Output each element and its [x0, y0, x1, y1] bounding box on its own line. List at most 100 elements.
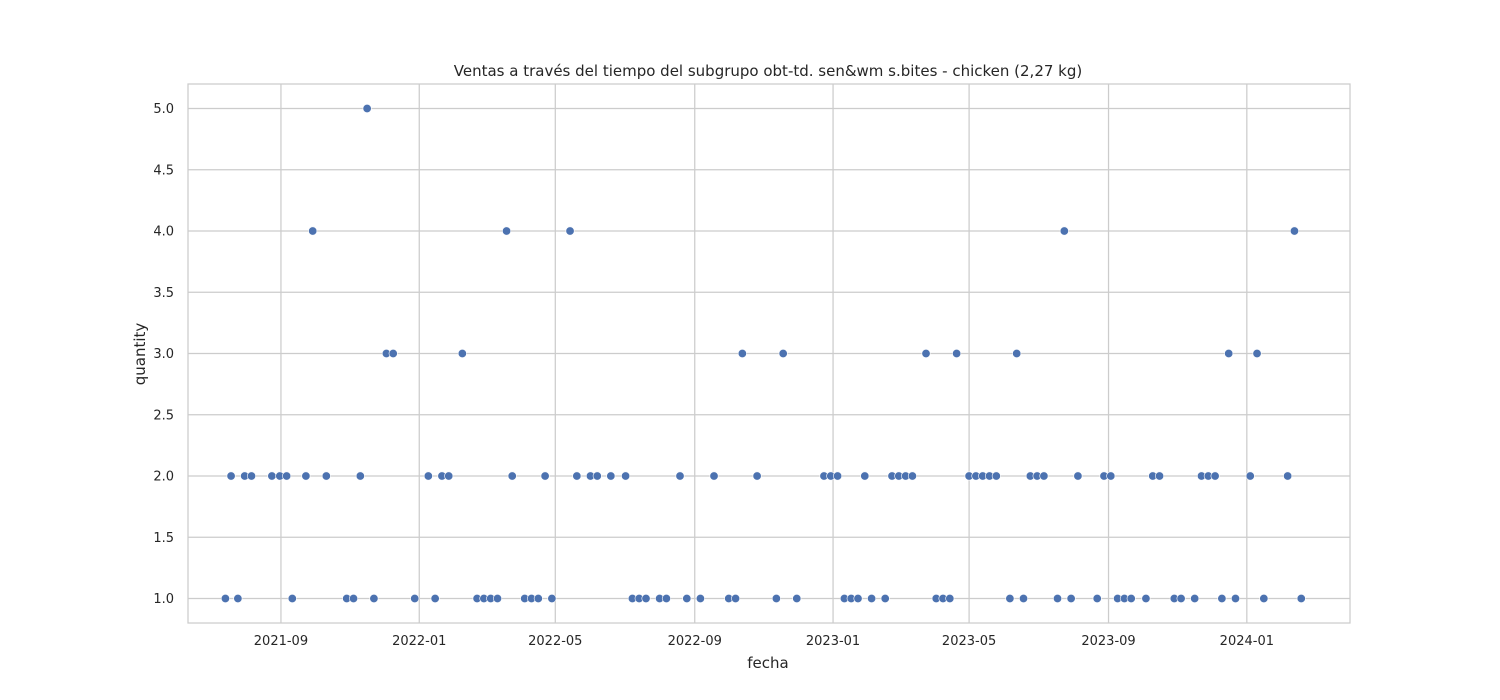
data-point [833, 471, 843, 481]
data-point [606, 471, 616, 481]
data-point [301, 471, 311, 481]
y-tick-label: 4.5 [153, 163, 174, 178]
y-tick-label: 2.5 [153, 408, 174, 423]
x-tick-label: 2022-09 [668, 634, 722, 649]
data-point [444, 471, 454, 481]
data-point [308, 226, 318, 236]
y-axis-label: quantity [131, 323, 149, 386]
data-point [349, 593, 359, 603]
data-point [907, 471, 917, 481]
x-axis-label: fecha [747, 654, 788, 672]
data-point [1289, 226, 1299, 236]
x-tick-label: 2024-01 [1220, 634, 1274, 649]
data-point [507, 471, 517, 481]
data-point [565, 226, 575, 236]
y-tick-label: 5.0 [153, 102, 174, 117]
data-point [355, 471, 365, 481]
data-point [853, 593, 863, 603]
data-point [860, 471, 870, 481]
data-point [1283, 471, 1293, 481]
data-point [709, 471, 719, 481]
data-point [945, 593, 955, 603]
data-point [321, 471, 331, 481]
y-tick-label: 3.5 [153, 286, 174, 301]
data-point [1259, 593, 1269, 603]
data-point [1053, 593, 1063, 603]
y-tick-label: 2.0 [153, 470, 174, 485]
data-point [226, 471, 236, 481]
data-point [752, 471, 762, 481]
x-tick-label: 2023-09 [1081, 634, 1135, 649]
data-point [1092, 593, 1102, 603]
data-point [1073, 471, 1083, 481]
data-point [1005, 593, 1015, 603]
data-point [492, 593, 502, 603]
data-point [1155, 471, 1165, 481]
y-tick-label: 1.0 [153, 592, 174, 607]
data-point [1210, 471, 1220, 481]
data-point [572, 471, 582, 481]
data-point [1224, 348, 1234, 358]
x-ticks: 2021-09 2022-01 2022-05 2022-09 2023-01 2023-… [254, 634, 1274, 649]
data-points [220, 104, 1306, 603]
data-point [778, 348, 788, 358]
data-point [282, 471, 292, 481]
data-point [457, 348, 467, 358]
data-point [682, 593, 692, 603]
x-tick-label: 2021-09 [254, 634, 308, 649]
data-point [1066, 593, 1076, 603]
data-point [1190, 593, 1200, 603]
data-point [1059, 226, 1069, 236]
data-point [1231, 593, 1241, 603]
plot-frame [187, 83, 1351, 624]
data-point [502, 226, 512, 236]
data-point [423, 471, 433, 481]
data-point [233, 593, 243, 603]
data-point [369, 593, 379, 603]
data-point [771, 593, 781, 603]
data-point [952, 348, 962, 358]
data-point [267, 471, 277, 481]
data-point [695, 593, 705, 603]
x-tick-label: 2023-01 [806, 634, 860, 649]
data-point [921, 348, 931, 358]
data-point [547, 593, 557, 603]
x-tick-label: 2022-01 [392, 634, 446, 649]
chart-title: Ventas a través del tiempo del subgrupo … [454, 62, 1082, 80]
data-point [621, 471, 631, 481]
y-ticks: 1.0 1.5 2.0 2.5 3.0 3.5 4.0 4.5 5.0 [153, 102, 174, 607]
y-tick-label: 3.0 [153, 347, 174, 362]
data-point [641, 593, 651, 603]
data-point [1296, 593, 1306, 603]
data-point [592, 471, 602, 481]
data-point [675, 471, 685, 481]
data-point [410, 593, 420, 603]
x-tick-label: 2022-05 [528, 634, 582, 649]
data-point [1217, 593, 1227, 603]
y-tick-label: 1.5 [153, 531, 174, 546]
data-point [1176, 593, 1186, 603]
data-point [731, 593, 741, 603]
y-tick-label: 4.0 [153, 225, 174, 240]
data-point [246, 471, 256, 481]
data-point [1019, 593, 1029, 603]
data-point [388, 348, 398, 358]
data-point [533, 593, 543, 603]
data-point [867, 593, 877, 603]
data-point [1039, 471, 1049, 481]
data-point [1245, 471, 1255, 481]
grid [188, 84, 1350, 623]
data-point [1012, 348, 1022, 358]
data-point [362, 104, 372, 114]
data-point [220, 593, 230, 603]
data-point [792, 593, 802, 603]
data-point [880, 593, 890, 603]
x-tick-label: 2023-05 [942, 634, 996, 649]
data-point [1106, 471, 1116, 481]
data-point [737, 348, 747, 358]
data-point [430, 593, 440, 603]
data-point [1252, 348, 1262, 358]
data-point [661, 593, 671, 603]
data-point [287, 593, 297, 603]
